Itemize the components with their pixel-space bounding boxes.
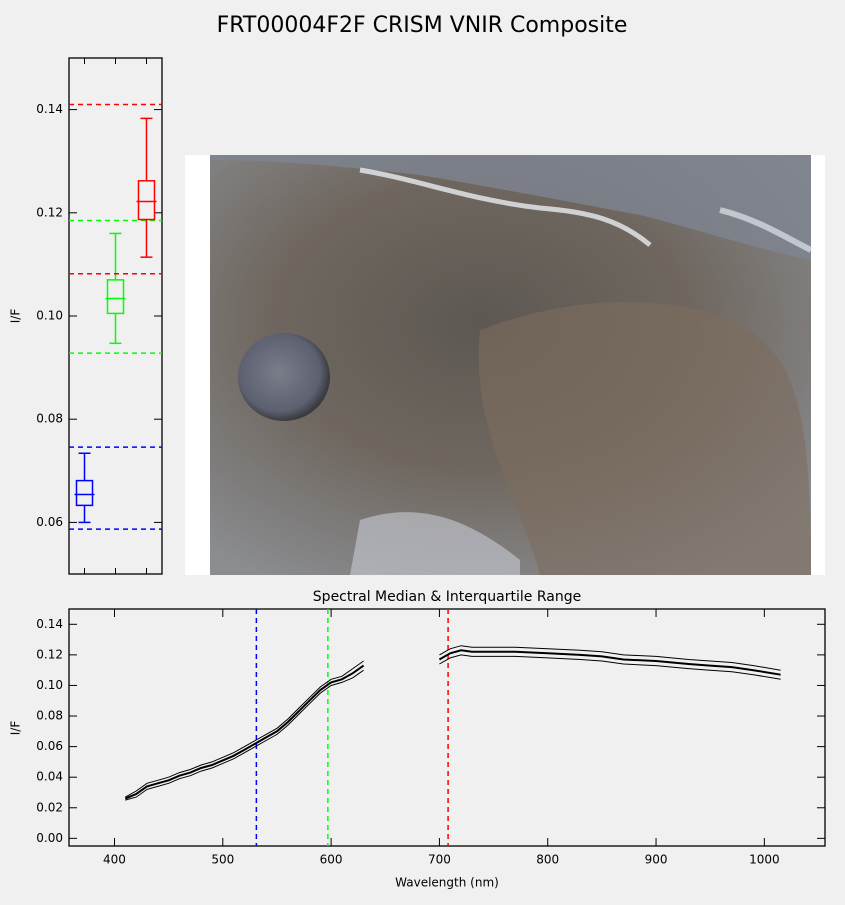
x-axis-label: Wavelength (nm) [395, 876, 499, 890]
axes-frame [68, 608, 826, 847]
x-tick-label: 800 [536, 853, 559, 867]
y-tick-label: 0.14 [36, 102, 63, 116]
y-tick-label: 0.10 [36, 678, 63, 692]
box [137, 180, 156, 221]
box [106, 279, 125, 315]
y-tick-label: 0.08 [36, 709, 63, 723]
y-tick-label: 0.14 [36, 617, 63, 631]
x-tick-label: 700 [428, 853, 451, 867]
y-tick-label: 0.08 [36, 412, 63, 426]
y-tick-label: 0.10 [36, 309, 63, 323]
y-tick-label: 0.06 [36, 739, 63, 753]
box [75, 479, 94, 507]
y-tick-label: 0.04 [36, 770, 63, 784]
y-tick-label: 0.02 [36, 800, 63, 814]
x-tick-label: 600 [320, 853, 343, 867]
x-tick-label: 1000 [749, 853, 780, 867]
chart-title: Spectral Median & Interquartile Range [313, 589, 581, 605]
y-tick-label: 0.06 [36, 515, 63, 529]
x-tick-label: 500 [211, 853, 234, 867]
x-tick-label: 900 [645, 853, 668, 867]
y-axis-label: I/F [9, 721, 23, 736]
y-tick-label: 0.00 [36, 831, 63, 845]
spectrum-line [125, 654, 781, 801]
spectrum-line [125, 645, 781, 798]
y-axis-label: I/F [9, 309, 23, 324]
y-tick-label: 0.12 [36, 647, 63, 661]
spectrum-line [124, 649, 781, 800]
figure-title: FRT00004F2F CRISM VNIR Composite [217, 13, 628, 38]
x-tick-label: 400 [103, 853, 126, 867]
composite-image [185, 155, 825, 575]
y-tick-label: 0.12 [36, 205, 63, 219]
